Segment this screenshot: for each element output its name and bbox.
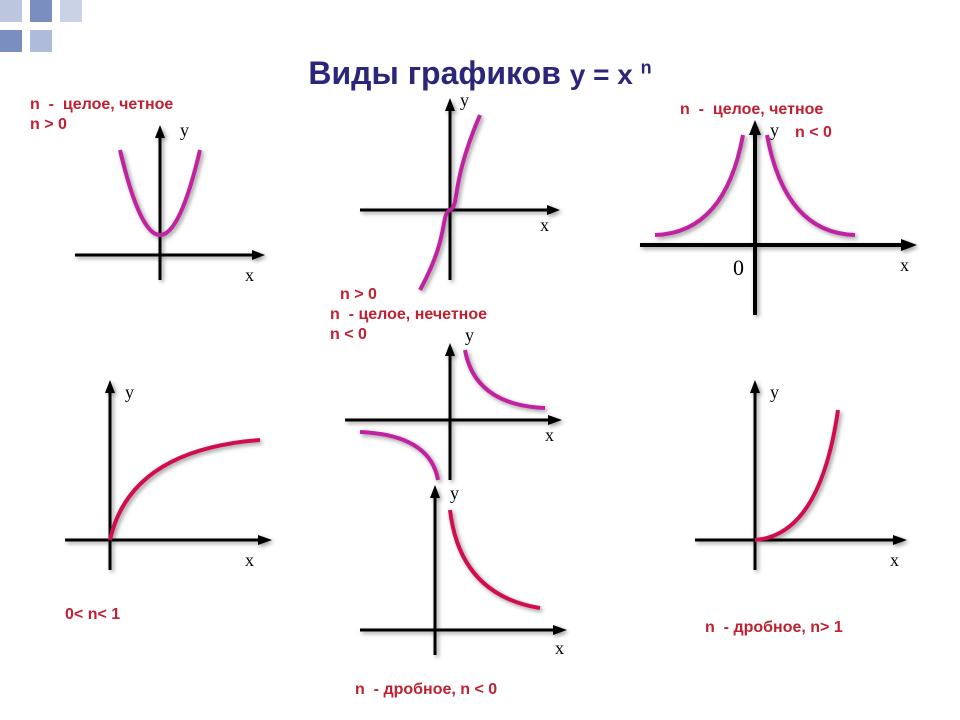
title-eq: y = x bbox=[570, 59, 641, 90]
panel2-caption: n > 0 bbox=[340, 285, 377, 305]
panel1-plot bbox=[50, 120, 290, 310]
decor-square bbox=[60, 0, 82, 22]
panel6-y: y bbox=[450, 483, 459, 504]
panel2-x: x bbox=[540, 215, 549, 236]
panel1-y: y bbox=[180, 120, 189, 141]
panel-odd-positive: y x n > 0 bbox=[340, 95, 600, 305]
panel4-y: y bbox=[125, 382, 134, 403]
panel5-plot bbox=[330, 340, 580, 490]
panel6-caption: n - дробное, n < 0 bbox=[355, 680, 497, 700]
title-main: Виды графиков bbox=[308, 55, 569, 91]
panel-frac-0to1: y x 0< n< 1 bbox=[50, 370, 310, 650]
decor-square bbox=[0, 0, 22, 22]
panel4-caption: 0< n< 1 bbox=[65, 605, 120, 625]
decor-square bbox=[30, 0, 52, 22]
panel-even-negative: n - целое, четное n < 0 y 0 x bbox=[625, 95, 945, 325]
panel5-x: x bbox=[545, 425, 554, 446]
panel4-x: x bbox=[245, 550, 254, 571]
panel3-x: x bbox=[900, 255, 909, 276]
panel2-plot bbox=[340, 95, 580, 295]
panel1-caption1: n - целое, четное bbox=[30, 95, 173, 115]
panel-frac-gt1: y x n - дробное, n> 1 bbox=[680, 370, 940, 650]
panel4-plot bbox=[50, 370, 290, 590]
panel1-x: x bbox=[245, 265, 254, 286]
panel3-zero: 0 bbox=[733, 255, 744, 281]
page-title: Виды графиков y = x n bbox=[0, 55, 960, 92]
title-eq-exp: n bbox=[641, 59, 652, 90]
panel7-caption: n - дробное, n> 1 bbox=[705, 618, 843, 638]
panel2-y: y bbox=[460, 90, 469, 111]
panel-frac-negative: y x n - дробное, n < 0 bbox=[345, 480, 605, 710]
panel6-x: x bbox=[555, 638, 564, 659]
panel7-y: y bbox=[770, 382, 779, 403]
panel7-x: x bbox=[890, 550, 899, 571]
panel-even-positive: n - целое, четное n > 0 y x bbox=[30, 95, 290, 315]
panel3-plot bbox=[625, 115, 925, 325]
panel6-plot bbox=[345, 480, 585, 670]
panel7-plot bbox=[680, 370, 920, 590]
panel5-y: y bbox=[465, 325, 474, 346]
panel3-y: y bbox=[770, 120, 779, 141]
panel-odd-negative: n - целое, нечетное n < 0 y x bbox=[330, 305, 600, 485]
panel5-caption1: n - целое, нечетное bbox=[330, 305, 487, 325]
decor-square bbox=[30, 30, 52, 52]
decor-square bbox=[0, 30, 22, 52]
